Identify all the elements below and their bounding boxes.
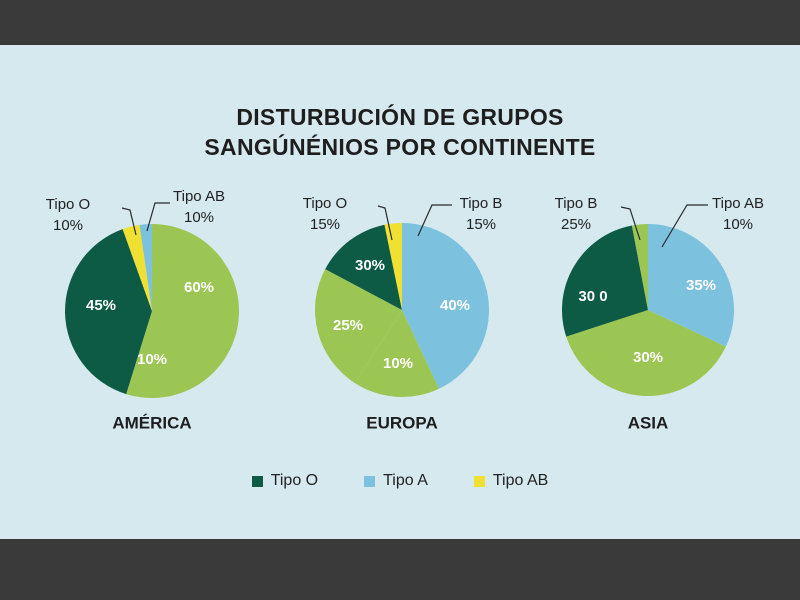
slice-label: 25% (333, 317, 363, 334)
continent-name: EUROPA (366, 413, 437, 432)
pie-slice (315, 269, 402, 384)
callout-label: Tipo B (460, 195, 503, 212)
legend-label: Tipo O (270, 472, 319, 489)
callout-leader-line (661, 204, 708, 248)
legend-item-tipo-ab: Tipo AB (473, 472, 549, 490)
slice-label: 40% (440, 297, 470, 314)
slice-label: 30% (355, 257, 385, 274)
legend-item-tipo-a: Tipo A (364, 472, 428, 490)
slice-label: 45% (86, 297, 116, 314)
slice-label: 35% (686, 277, 716, 294)
callout-label: 10% (53, 217, 83, 234)
pie-slice (566, 310, 726, 397)
slice-label: 30 0 (578, 288, 607, 305)
legend: Tipo O Tipo A Tipo AB (0, 472, 800, 490)
pie-slice (122, 224, 152, 311)
chart-title: DISTURBUCIÓN DE GRUPOS SANGÚNÉNIOS POR C… (0, 102, 800, 162)
callout-label: Tipo O (46, 196, 90, 213)
pie-slice (648, 224, 735, 347)
legend-label: Tipo AB (492, 472, 549, 489)
callout-leader-line (121, 207, 137, 236)
title-line-1: DISTURBUCIÓN DE GRUPOS (236, 104, 564, 130)
callout-label: 10% (723, 216, 753, 233)
pie-slice (631, 224, 648, 310)
callout-leader-line (377, 205, 393, 241)
callout-leader-line (417, 204, 452, 237)
callout-leader-line (620, 206, 641, 241)
pie-slice (402, 223, 489, 389)
slice-label: 10% (137, 351, 167, 368)
callout-label: Tipo AB (173, 188, 225, 205)
callout-label: Tipo AB (712, 195, 764, 212)
continent-name: ASIA (628, 413, 669, 432)
slice-label: 30% (633, 349, 663, 366)
legend-label: Tipo A (383, 472, 428, 489)
pie-slice (325, 224, 402, 310)
callout-leader-line (146, 202, 170, 232)
legend-swatch (251, 475, 263, 487)
pie-slice (126, 224, 240, 399)
callout-label: 15% (466, 216, 496, 233)
legend-swatch (364, 475, 376, 487)
title-line-2: SANGÚNÉNIOS POR CONTINENTE (204, 134, 596, 160)
slice-label: 10% (383, 355, 413, 372)
pie-slice (65, 229, 152, 395)
legend-swatch (473, 475, 485, 487)
pie-slice (354, 310, 439, 397)
continent-name: AMÉRICA (112, 413, 191, 432)
callout-label: Tipo B (555, 195, 598, 212)
callout-label: 15% (310, 216, 340, 233)
callout-label: 25% (561, 216, 591, 233)
pie-slice (384, 223, 402, 310)
legend-item-tipo-o: Tipo O (251, 472, 319, 490)
callout-label: Tipo O (303, 195, 347, 212)
pie-slice (561, 225, 648, 337)
callout-label: 10% (184, 209, 214, 226)
slice-label: 60% (184, 279, 214, 296)
pie-slice (139, 224, 152, 311)
